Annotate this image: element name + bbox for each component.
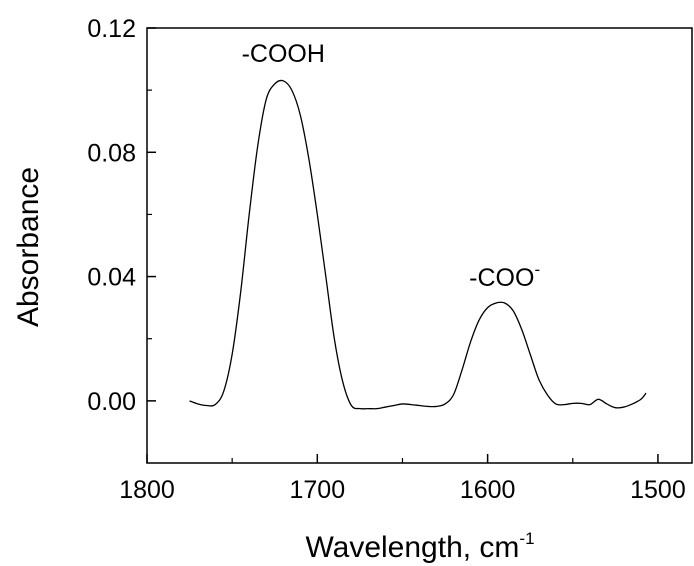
peak-label: -COO- [469,260,540,292]
x-axis-label: Wavelength, cm-1 [305,529,534,564]
peak-annotations: -COOH -COO- [242,40,541,292]
x-tick-label: 1700 [290,476,346,504]
y-tick-label: 0.04 [87,264,136,292]
y-tick-label: 0.12 [87,15,136,43]
x-tick-label: 1600 [460,476,516,504]
x-axis-label-text: Wavelength, cm [305,531,519,564]
series-line [189,79,647,410]
peak-label-text: -COO [469,264,534,292]
peak-label: -COOH [242,40,325,68]
peak-label-text: -COOH [242,40,325,68]
x-axis-label-superscript: -1 [519,529,534,548]
plot-frame [146,27,693,464]
y-axis-ticks: 0.00 0.04 0.08 0.12 [87,15,156,416]
y-tick-label: 0.00 [87,388,136,416]
x-tick-label: 1500 [630,476,686,504]
peak-label-superscript: - [534,260,540,279]
x-tick-label: 1800 [119,476,175,504]
y-axis-label: Absorbance [12,167,45,327]
y-tick-label: 0.08 [87,139,136,167]
x-axis-ticks: 1800 1700 1600 1500 [119,454,686,504]
